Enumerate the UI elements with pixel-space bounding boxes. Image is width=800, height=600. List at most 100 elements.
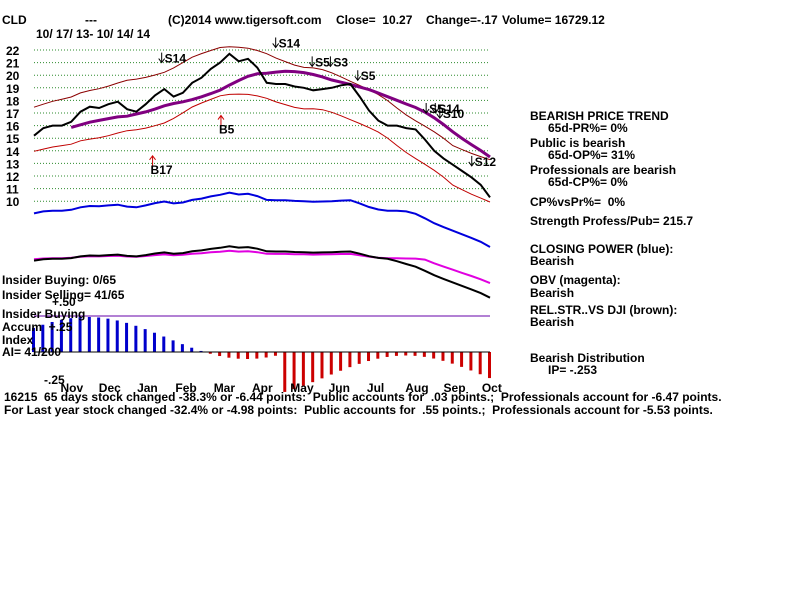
closing-power-value: Bearish bbox=[530, 254, 575, 268]
signal-arrowhead bbox=[158, 58, 166, 64]
y-tick-label: 18 bbox=[6, 94, 20, 108]
signal-arrowhead bbox=[217, 114, 225, 120]
signal-arrowhead bbox=[422, 108, 430, 114]
signal-label: S14 bbox=[279, 36, 301, 50]
accum-bar bbox=[97, 317, 101, 352]
y-tick-label: 20 bbox=[6, 69, 20, 83]
accum-bar bbox=[478, 352, 482, 375]
accum-bar bbox=[394, 352, 398, 356]
accum-bar bbox=[367, 352, 371, 362]
signal-label: S3 bbox=[333, 55, 348, 69]
signal-label: S14 bbox=[165, 52, 187, 66]
accum-bar bbox=[106, 318, 110, 352]
accum-bar bbox=[422, 352, 426, 357]
accum-bar bbox=[236, 352, 240, 359]
signal-arrowhead bbox=[149, 155, 156, 161]
x-tick-label: Apr bbox=[252, 381, 273, 395]
x-tick-label: Feb bbox=[175, 381, 196, 395]
public-title: Public is bearish bbox=[530, 136, 626, 150]
accum-bar bbox=[69, 318, 73, 352]
accum-bar bbox=[162, 336, 166, 352]
accum-bar bbox=[41, 324, 45, 352]
upper-band-line bbox=[33, 46, 491, 161]
accum-bar bbox=[255, 352, 259, 359]
accum-bar bbox=[292, 352, 296, 390]
x-tick-label: Mar bbox=[214, 381, 236, 395]
accum-bar bbox=[311, 352, 315, 383]
y-tick-label: 22 bbox=[6, 44, 20, 58]
accum-bar bbox=[32, 327, 35, 352]
accum-bar bbox=[469, 352, 473, 371]
signal-label: B5 bbox=[219, 123, 235, 137]
accum-bar bbox=[460, 352, 464, 367]
accum-bar bbox=[348, 352, 352, 368]
y-tick-label: 11 bbox=[6, 183, 19, 197]
accum-bar bbox=[283, 352, 287, 392]
y-tick-label: 13 bbox=[6, 157, 20, 171]
distribution-label: Bearish Distribution bbox=[530, 351, 645, 365]
accum-bar bbox=[190, 347, 194, 352]
lower-band-line bbox=[33, 93, 491, 203]
moving-average-line bbox=[70, 69, 491, 159]
accum-bar bbox=[273, 352, 277, 356]
x-tick-label: Nov bbox=[60, 381, 83, 395]
accum-bar bbox=[246, 352, 250, 359]
trend-pr: 65d-PR%= 0% bbox=[548, 121, 628, 135]
accum-bar bbox=[432, 352, 436, 359]
plus-50-label: +.50 bbox=[52, 295, 76, 309]
accum-bar bbox=[208, 352, 212, 354]
accum-bar bbox=[78, 317, 82, 352]
pros-title: Professionals are bearish bbox=[530, 163, 677, 177]
change-label: Change=-.17 bbox=[426, 13, 498, 27]
insider-buying-label: Insider Buying: 0/65 bbox=[2, 273, 117, 287]
accum-bar bbox=[199, 350, 203, 352]
relstr-label: REL.STR..VS DJI (brown): bbox=[530, 303, 678, 317]
copyright-label: (C)2014 www.tigersoft.com bbox=[168, 13, 322, 27]
accum-bar bbox=[152, 332, 156, 352]
accum-bar bbox=[450, 352, 454, 364]
y-tick-label: 12 bbox=[6, 170, 20, 184]
volume-label: Volume= 16729.12 bbox=[502, 13, 605, 27]
x-tick-label: Dec bbox=[99, 381, 121, 395]
obv-value: Bearish bbox=[530, 286, 575, 300]
signal-arrowhead bbox=[431, 108, 439, 114]
signal-label: S10 bbox=[443, 107, 465, 121]
rel-strength-line bbox=[33, 245, 491, 299]
signal-arrowhead bbox=[354, 75, 362, 82]
insider-buying-label-2: Insider Buying bbox=[2, 307, 86, 321]
last-year-note: For Last year stock changed -32.4% or -4… bbox=[4, 403, 713, 417]
x-tick-label: May bbox=[290, 381, 314, 395]
obv-label: OBV (magenta): bbox=[530, 273, 621, 287]
accum-bar bbox=[320, 352, 324, 379]
signal-arrowhead bbox=[308, 62, 316, 68]
signal-label: S5 bbox=[315, 55, 330, 69]
accum-bar bbox=[488, 352, 491, 379]
insider-selling-label: Insider Selling= 41/65 bbox=[2, 288, 125, 302]
signal-arrowhead bbox=[436, 113, 444, 119]
signal-arrowhead bbox=[272, 43, 280, 49]
public-op: 65d-OP%= 31% bbox=[548, 148, 636, 162]
signal-label: S14 bbox=[438, 102, 460, 116]
pros-cp: 65d-CP%= 0% bbox=[548, 175, 628, 189]
accum-bar bbox=[339, 352, 343, 371]
price-line bbox=[33, 52, 491, 198]
x-tick-label: Jul bbox=[367, 381, 384, 395]
signal-arrowhead bbox=[468, 161, 476, 167]
closing-power-label: CLOSING POWER (blue): bbox=[530, 242, 674, 256]
accum-bar bbox=[180, 344, 184, 352]
accum-bar bbox=[134, 325, 138, 352]
y-tick-label: 19 bbox=[6, 82, 20, 96]
signal-label: S5 bbox=[429, 102, 444, 116]
x-tick-label: Jan bbox=[137, 381, 158, 395]
accum-bar bbox=[357, 352, 361, 364]
dashes-label: --- bbox=[85, 13, 97, 27]
ai-label: AI= 41/200 bbox=[2, 345, 62, 359]
accum-label: Accum +.25 bbox=[2, 320, 73, 334]
index-label: Index bbox=[2, 333, 34, 347]
x-tick-label: Sep bbox=[444, 381, 466, 395]
accum-bar bbox=[171, 340, 175, 352]
closing-power-line bbox=[33, 191, 491, 248]
relstr-value: Bearish bbox=[530, 315, 575, 329]
accum-bar bbox=[125, 322, 129, 352]
